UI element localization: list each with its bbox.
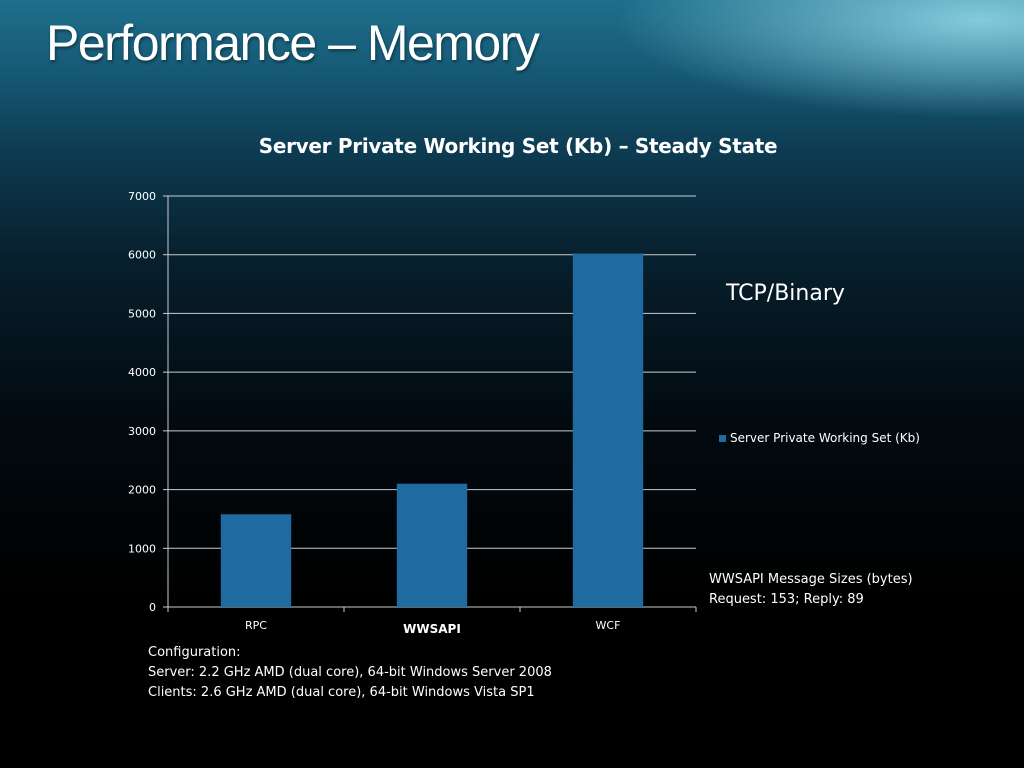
configuration-heading: Configuration: <box>148 645 241 660</box>
message-sizes-title: WWSAPI Message Sizes (bytes) <box>709 572 913 587</box>
x-tick-label: RPC <box>245 619 267 632</box>
legend-label: Server Private Working Set (Kb) <box>730 431 920 445</box>
y-tick-label: 5000 <box>128 307 156 320</box>
slide-title: Performance – Memory <box>46 15 540 71</box>
message-sizes-values: Request: 153; Reply: 89 <box>709 592 864 607</box>
y-tick-label: 2000 <box>128 484 156 497</box>
y-tick-label: 7000 <box>128 190 156 203</box>
y-tick-label: 0 <box>149 601 156 614</box>
x-tick-label: WWSAPI <box>403 622 461 636</box>
y-tick-label: 3000 <box>128 425 156 438</box>
y-tick-label: 1000 <box>128 542 156 555</box>
x-tick-label: WCF <box>596 619 621 632</box>
configuration-server: Server: 2.2 GHz AMD (dual core), 64-bit … <box>148 665 552 680</box>
tcp-binary-label: TCP/Binary <box>726 281 845 306</box>
chart-title: Server Private Working Set (Kb) – Steady… <box>258 134 778 158</box>
legend-swatch <box>719 434 726 442</box>
bar-wcf <box>572 253 644 608</box>
configuration-clients: Clients: 2.6 GHz AMD (dual core), 64-bit… <box>148 685 535 700</box>
configuration-note: Configuration: Server: 2.2 GHz AMD (dual… <box>148 643 552 703</box>
y-tick-label: 6000 <box>128 249 156 262</box>
y-tick-label: 4000 <box>128 366 156 379</box>
bar-rpc <box>220 514 292 607</box>
chart-legend: Server Private Working Set (Kb) <box>719 431 920 445</box>
bar-wwsapi <box>396 483 468 607</box>
message-sizes-note: WWSAPI Message Sizes (bytes) Request: 15… <box>709 570 913 610</box>
